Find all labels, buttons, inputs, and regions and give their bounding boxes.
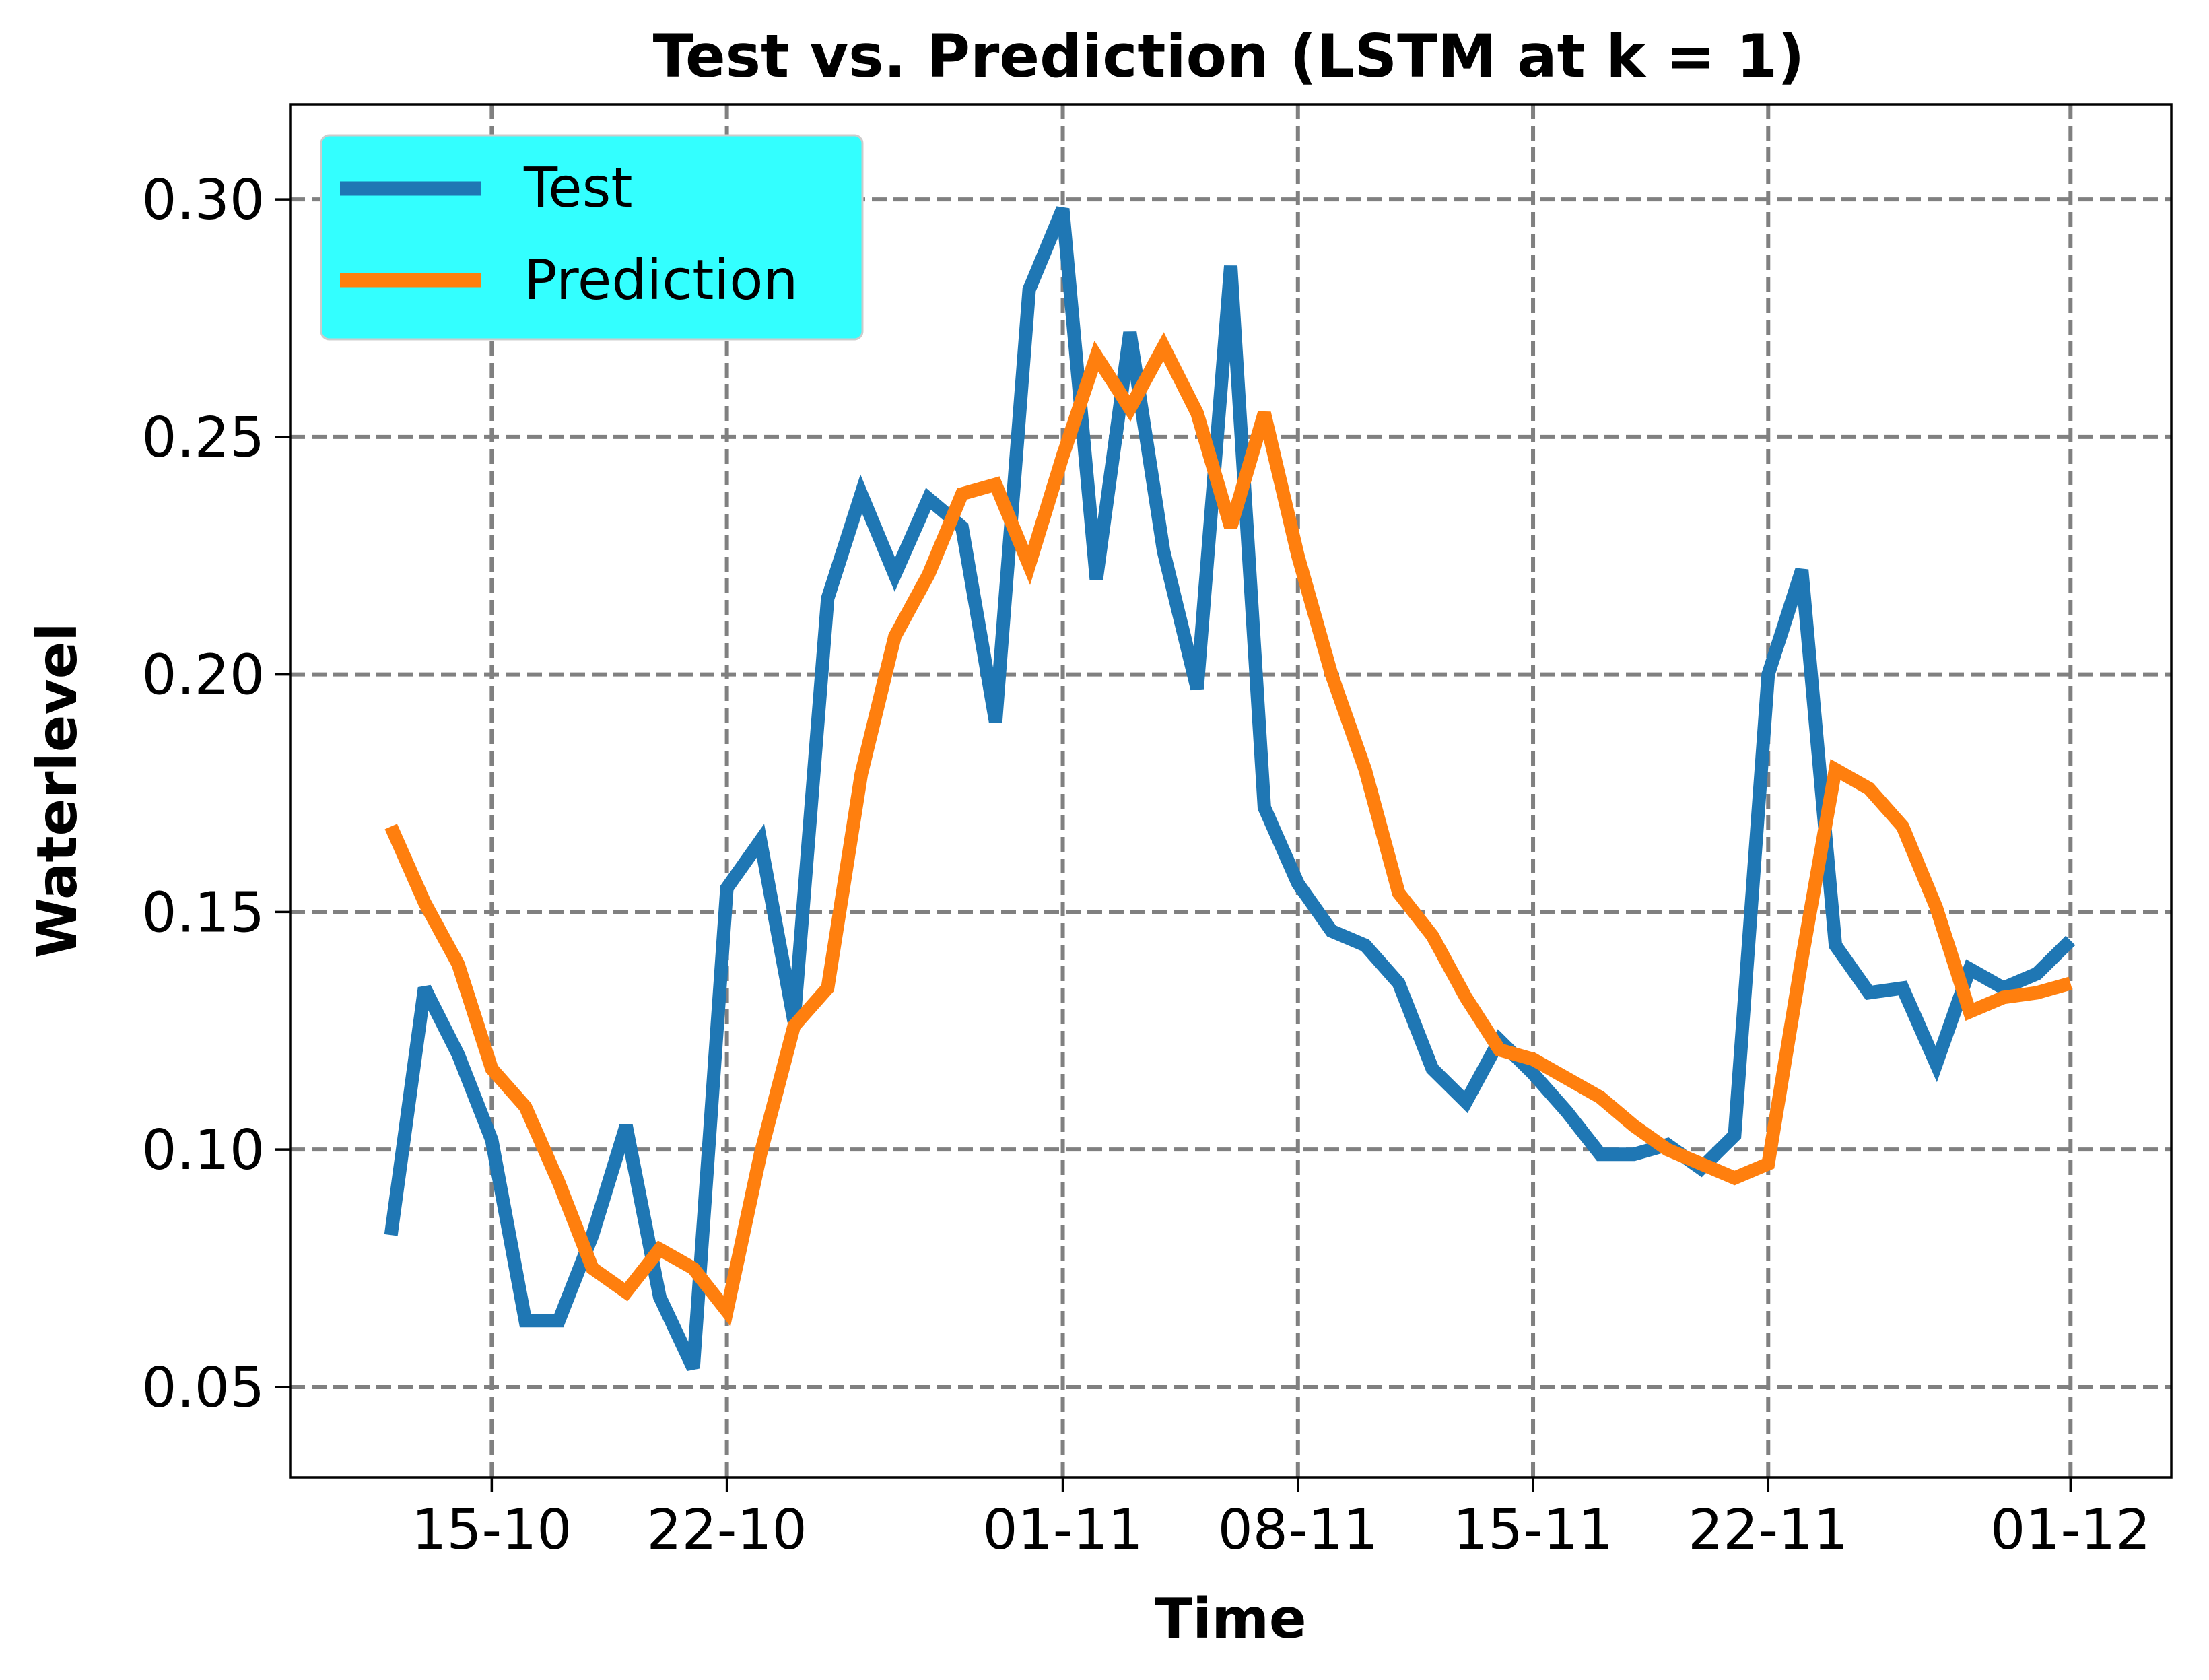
series-line-test <box>384 206 2076 1371</box>
legend-label-prediction: Prediction <box>524 248 798 312</box>
x-tick-label: 22-11 <box>1688 1498 1848 1562</box>
x-tick-label: 01-11 <box>982 1498 1143 1562</box>
x-tick-label: 01-12 <box>1990 1498 2150 1562</box>
legend-label-test: Test <box>523 156 632 220</box>
y-tick-label: 0.30 <box>141 168 265 232</box>
y-axis: 0.05 0.10 0.15 0.20 0.25 0.30 <box>141 168 290 1420</box>
chart-title: Test vs. Prediction (LSTM at k = 1) <box>653 22 1805 91</box>
x-axis: 15-10 22-10 01-11 08-11 15-11 22-11 01-12 <box>411 1477 2150 1562</box>
y-tick-label: 0.25 <box>141 406 265 470</box>
series-line-prediction <box>384 332 2073 1327</box>
x-tick-label: 15-10 <box>411 1498 572 1562</box>
x-tick-label: 08-11 <box>1218 1498 1378 1562</box>
y-axis-label: Waterlevel <box>26 622 90 958</box>
plot-frame <box>289 103 2173 1479</box>
series-layer <box>384 206 2076 1371</box>
legend: Test Prediction <box>320 134 864 341</box>
x-axis-label: Time <box>1155 1587 1306 1651</box>
y-tick-label: 0.20 <box>141 644 265 708</box>
y-tick-label: 0.15 <box>141 881 265 945</box>
y-tick-label: 0.10 <box>141 1118 265 1182</box>
x-tick-label: 22-10 <box>646 1498 807 1562</box>
y-tick-label: 0.05 <box>141 1356 265 1420</box>
x-tick-label: 15-11 <box>1453 1498 1613 1562</box>
